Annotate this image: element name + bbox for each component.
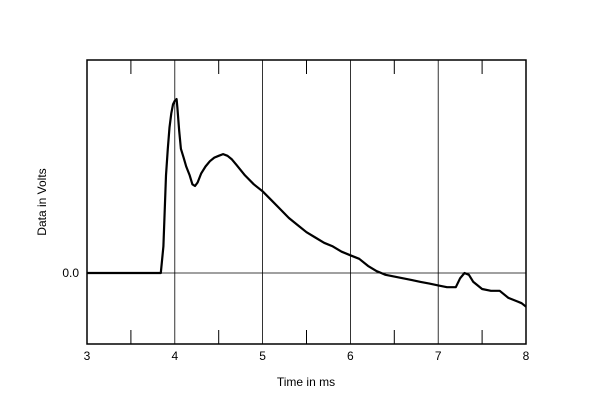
plot-frame — [86, 59, 527, 345]
series-line — [87, 98, 527, 308]
x-tick-label: 7 — [435, 349, 442, 363]
series-layer — [87, 98, 527, 308]
x-tick-label: 6 — [347, 349, 354, 363]
x-axis-label: Time in ms — [277, 375, 335, 389]
label-layer: 3 4 5 6 7 8 0.0 — [62, 266, 529, 363]
grid-layer — [87, 60, 526, 344]
x-tick-label: 8 — [523, 349, 530, 363]
x-tick-label: 3 — [84, 349, 91, 363]
y-tick-label: 0.0 — [62, 266, 79, 280]
y-axis-label: Data in Volts — [35, 168, 49, 235]
x-tick-label: 5 — [259, 349, 266, 363]
x-tick-label: 4 — [171, 349, 178, 363]
tick-layer — [130, 60, 483, 344]
